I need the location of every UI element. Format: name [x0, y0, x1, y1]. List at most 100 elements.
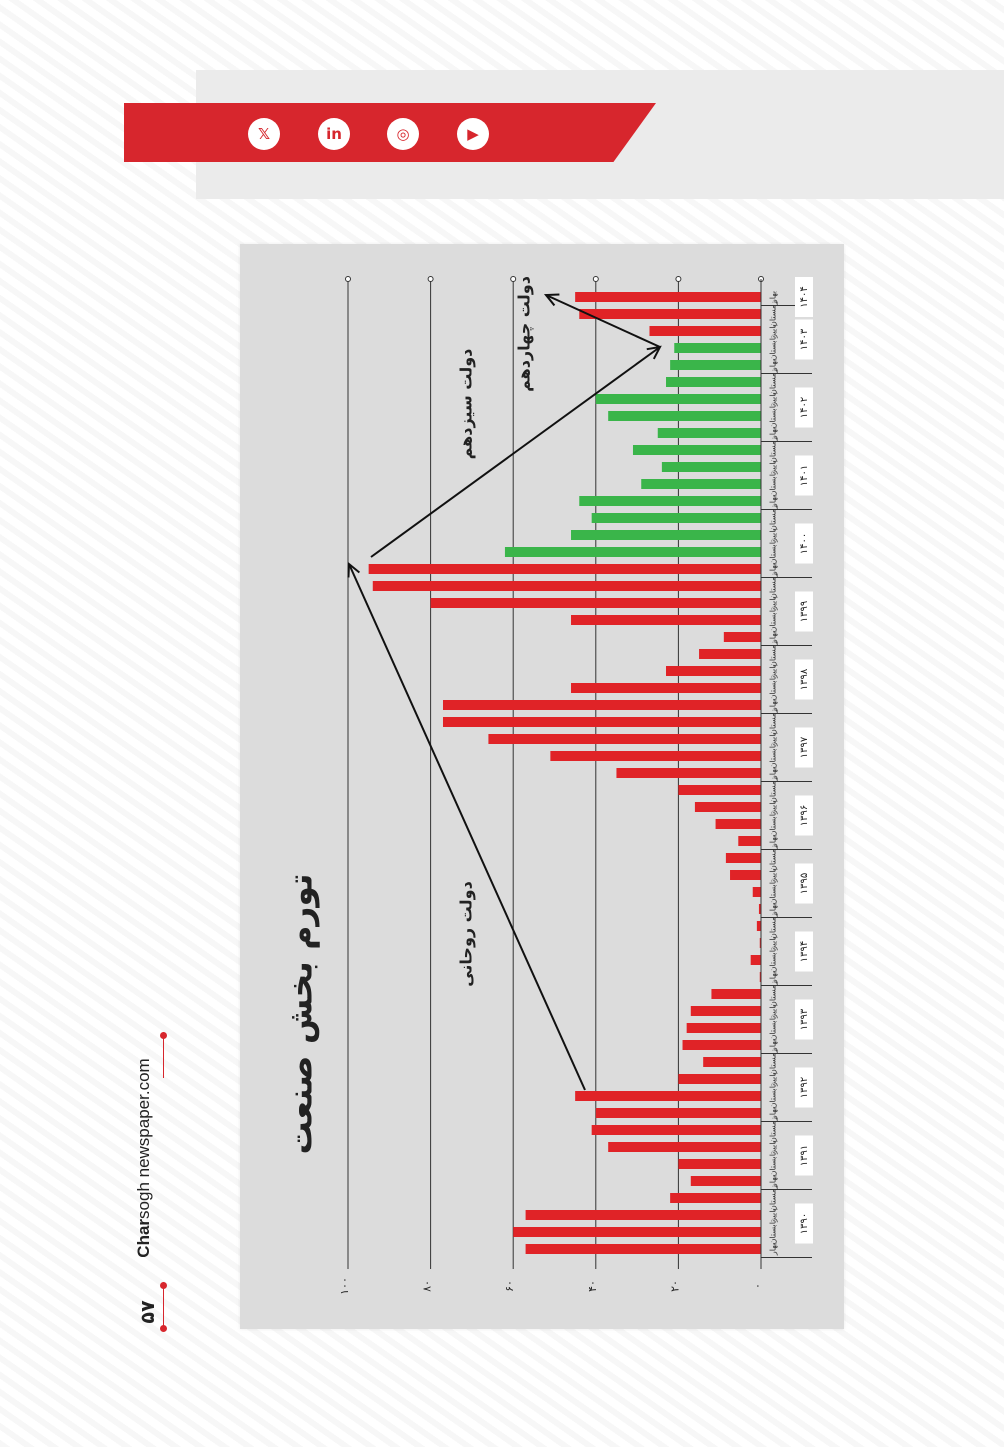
season-label: پاییز	[769, 936, 778, 951]
year-label-box	[795, 727, 813, 768]
brand-rest: sogh newspaper.com	[134, 1058, 153, 1219]
season-label: تابستان	[769, 1084, 778, 1109]
season-label: بهار	[769, 1175, 778, 1188]
bar	[690, 1176, 761, 1186]
annotation-rouhani: دولت روحانی	[457, 881, 476, 987]
year-label-box	[795, 999, 813, 1040]
brand-url[interactable]: Charsogh newspaper.com	[134, 1038, 154, 1278]
year-label: ۱۴۰۴	[799, 286, 810, 307]
bar	[690, 1006, 761, 1016]
season-label: پاییز	[769, 596, 778, 611]
season-label: زمستان	[769, 641, 778, 667]
season-label: زمستان	[769, 1117, 778, 1143]
side-dot	[160, 1032, 167, 1039]
chart: ۰۲۰۴۰۶۰۸۰۱۰۰بهارتابستانپاییززمستانبهارتا…	[281, 276, 813, 1295]
season-label: پاییز	[769, 1140, 778, 1155]
bar	[678, 1074, 761, 1084]
bar	[715, 819, 761, 829]
season-label: زمستان	[769, 913, 778, 939]
season-label: زمستان	[769, 1049, 778, 1075]
bar	[758, 904, 761, 914]
bar	[513, 1227, 761, 1237]
bar	[686, 1023, 761, 1033]
season-label: پاییز	[769, 800, 778, 815]
x-icon[interactable]: 𝕏	[248, 118, 280, 150]
year-label-box	[795, 931, 813, 972]
annotation-13th: دولت سیزدهم	[457, 349, 476, 460]
year-label: ۱۳۹۳	[799, 1008, 810, 1030]
season-label: تابستان	[769, 880, 778, 905]
chart-title: تورم بخش صنعت	[281, 874, 321, 1155]
bar	[750, 955, 761, 965]
season-label: زمستان	[769, 301, 778, 327]
season-label: بهار	[769, 971, 778, 984]
bar	[694, 802, 761, 812]
y-tick-label: ۴۰	[586, 1280, 599, 1292]
page-number: ۵۷	[137, 1300, 159, 1324]
season-label: بهار	[769, 1107, 778, 1120]
instagram-icon[interactable]: ◎	[387, 118, 419, 150]
year-label-box	[795, 591, 813, 632]
year-label: ۱۳۹۶	[799, 805, 810, 826]
y-tick-label: ۱۰۰	[338, 1277, 351, 1295]
bar	[442, 717, 761, 727]
year-label-box	[795, 277, 813, 317]
gridline-cap	[345, 276, 351, 282]
season-label: پاییز	[769, 460, 778, 475]
bar	[725, 853, 761, 863]
year-label-box	[795, 523, 813, 564]
bar	[678, 1159, 761, 1169]
bar	[649, 326, 761, 336]
season-label: زمستان	[769, 369, 778, 395]
y-tick-label: ۲۰	[668, 1280, 681, 1292]
bar	[591, 513, 761, 523]
year-label: ۱۳۹۴	[799, 941, 810, 962]
year-label-box	[795, 1135, 813, 1176]
season-label: تابستان	[769, 608, 778, 633]
season-label: پاییز	[769, 1004, 778, 1019]
year-label-box	[795, 319, 813, 360]
bar	[368, 564, 761, 574]
bar	[595, 394, 761, 404]
year-label-box	[795, 1203, 813, 1244]
season-label: بهار	[769, 359, 778, 372]
bar	[571, 615, 761, 625]
bar	[632, 445, 761, 455]
season-label: بهار	[769, 1039, 778, 1052]
season-label: پاییز	[769, 528, 778, 543]
year-label: ۱۴۰۰	[799, 533, 810, 554]
bar	[579, 496, 761, 506]
gridline-cap	[427, 276, 434, 282]
season-label: بهار	[769, 903, 778, 916]
youtube-icon[interactable]: ▶	[457, 118, 489, 150]
bar	[730, 870, 761, 880]
bar	[575, 1091, 761, 1101]
season-label: زمستان	[769, 505, 778, 531]
bar	[699, 649, 761, 659]
year-label: ۱۳۹۱	[799, 1145, 810, 1166]
bar	[525, 1210, 761, 1220]
bar	[591, 1125, 761, 1135]
side-divider	[163, 1032, 164, 1078]
year-label: ۱۳۹۸	[799, 668, 810, 690]
bar	[430, 598, 761, 608]
bar	[571, 530, 761, 540]
season-label: تابستان	[769, 1016, 778, 1041]
arrow-rouhani	[348, 563, 586, 1091]
year-label: ۱۳۹۰	[799, 1213, 810, 1234]
season-label: بهار	[769, 631, 778, 644]
linkedin-icon[interactable]: in	[318, 118, 350, 150]
season-label: بهار	[769, 767, 778, 780]
season-label: بهار	[769, 427, 778, 440]
year-label-box	[795, 1067, 813, 1108]
bar	[442, 700, 761, 710]
season-label: تابستان	[769, 744, 778, 769]
year-label: ۱۴۰۱	[799, 465, 810, 486]
year-label-box	[795, 455, 813, 496]
arrow-14th	[545, 294, 661, 348]
season-label: زمستان	[769, 709, 778, 735]
bar	[661, 462, 761, 472]
bar	[666, 377, 761, 387]
season-label: تابستان	[769, 404, 778, 429]
bar	[575, 292, 761, 302]
